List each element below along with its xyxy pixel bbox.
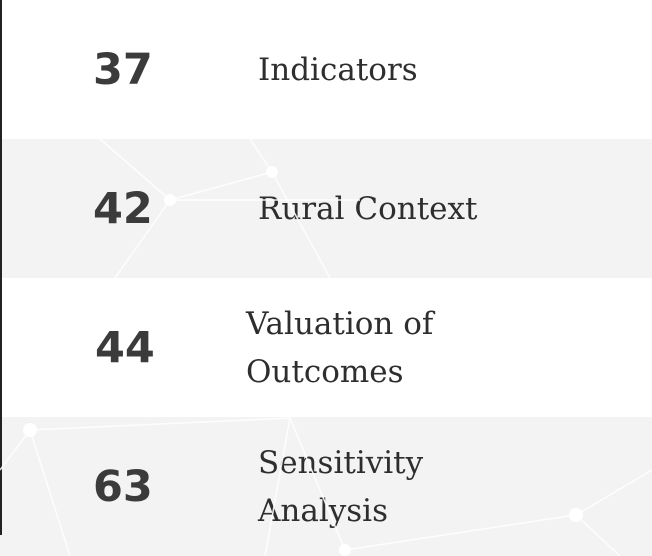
toc-row: 63 Sensitivity Analysis — [0, 417, 652, 556]
toc-row: 37 Indicators — [0, 0, 652, 139]
page-number: 44 — [95, 322, 155, 373]
page-number: 42 — [93, 183, 153, 234]
entry-title: Valuation of Outcomes — [246, 305, 434, 390]
toc-row: 42 Rural Context — [0, 139, 652, 278]
left-rule — [0, 0, 2, 535]
entry-title: Rural Context — [258, 190, 478, 227]
page-number: 63 — [93, 461, 153, 512]
toc-row: 44 Valuation of Outcomes — [0, 278, 652, 417]
entry-title: Indicators — [258, 51, 418, 88]
entry-title: Sensitivity Analysis — [258, 444, 424, 529]
page-number: 37 — [93, 44, 153, 95]
